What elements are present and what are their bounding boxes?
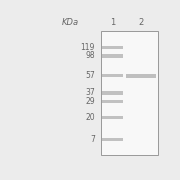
Bar — [102, 100, 123, 103]
Text: 20: 20 — [86, 113, 95, 122]
Bar — [102, 74, 123, 77]
Bar — [102, 116, 123, 119]
Text: 7: 7 — [90, 135, 95, 144]
Bar — [102, 46, 123, 49]
Text: KDa: KDa — [62, 18, 79, 27]
Text: 57: 57 — [85, 71, 95, 80]
Bar — [102, 138, 123, 141]
Text: 29: 29 — [86, 97, 95, 106]
Text: 2: 2 — [138, 18, 144, 27]
Text: 119: 119 — [81, 43, 95, 52]
Text: 1: 1 — [110, 18, 115, 27]
Text: 37: 37 — [85, 89, 95, 98]
Bar — [126, 74, 156, 78]
Bar — [101, 31, 158, 155]
Bar — [102, 91, 123, 94]
Bar — [102, 54, 123, 58]
Text: 98: 98 — [86, 51, 95, 60]
